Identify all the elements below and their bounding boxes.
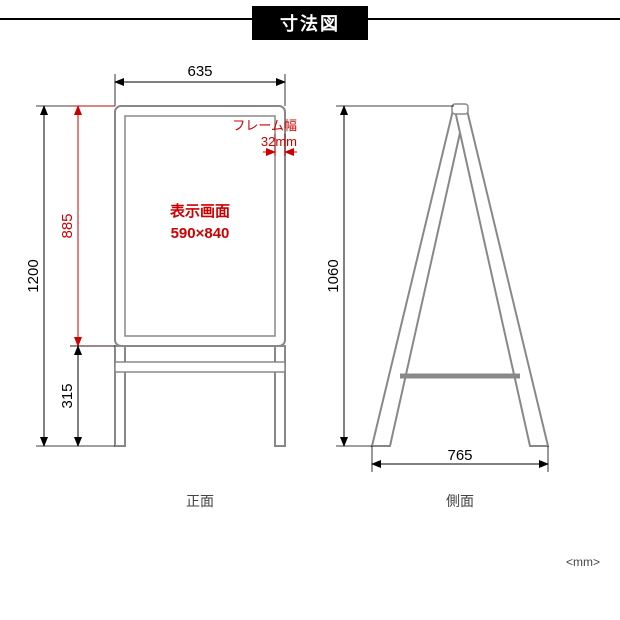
display-label-2: 590×840 (171, 225, 230, 242)
front-caption: 正面 (186, 493, 214, 509)
diagram-stage: 635 1200 885 315 フレーム幅 32mm 表示画面 590×840… (0, 66, 620, 620)
side-caption: 側面 (446, 493, 474, 509)
dim-side-height: 1060 (325, 259, 342, 292)
unit-label: <mm> (566, 555, 600, 569)
frame-label-2: 32mm (261, 134, 297, 149)
dim-side-width: 765 (447, 447, 472, 464)
dim-width-635: 635 (187, 66, 212, 80)
front-view: 635 1200 885 315 フレーム幅 32mm 表示画面 590×840… (25, 66, 297, 509)
display-label-1: 表示画面 (170, 202, 230, 220)
dim-leg-315: 315 (59, 383, 76, 408)
side-view: 1060 765 側面 (325, 104, 548, 509)
dim-panel-885: 885 (59, 213, 76, 238)
dim-height-1200: 1200 (25, 259, 42, 292)
dimension-drawing: 635 1200 885 315 フレーム幅 32mm 表示画面 590×840… (0, 66, 620, 620)
title: 寸法図 (252, 6, 368, 40)
frame-label-1: フレーム幅 (232, 118, 297, 133)
